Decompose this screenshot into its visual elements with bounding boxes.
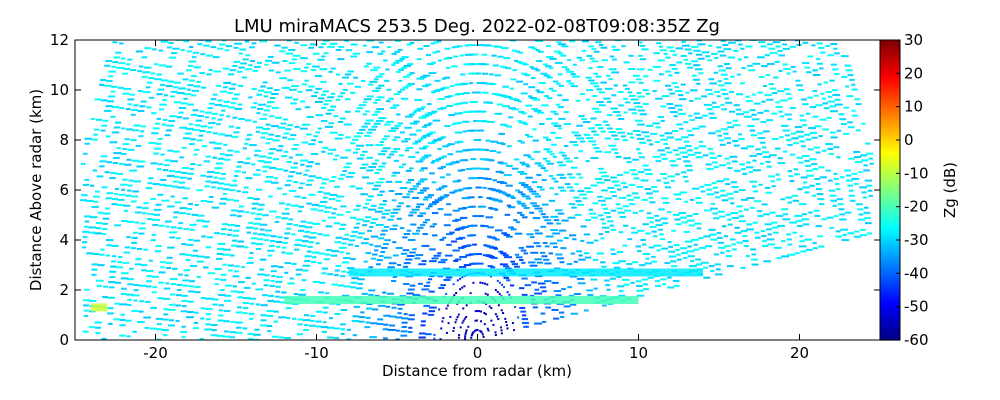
colorbar-tick-label: -10 [904, 164, 929, 182]
x-tick-label: 20 [790, 344, 809, 362]
x-tick-label: 0 [473, 344, 483, 362]
colorbar-tick-label: -40 [904, 264, 929, 282]
y-tick-label: 4 [59, 231, 69, 249]
colorbar-tick-label: 30 [904, 31, 923, 49]
cloud-layer [348, 268, 703, 277]
y-tick-label: 8 [59, 131, 69, 149]
cloud-layer [91, 303, 108, 312]
x-tick-label: -10 [304, 344, 329, 362]
x-tick-label: -20 [143, 344, 168, 362]
radar-field [80, 40, 874, 340]
x-axis-label: Distance from radar (km) [382, 362, 572, 380]
y-tick-label: 2 [59, 281, 69, 299]
x-tick-label: 10 [629, 344, 648, 362]
colorbar-tick-label: 0 [904, 131, 914, 149]
plot-frame [74, 39, 881, 341]
y-tick-label: 0 [59, 331, 69, 349]
colorbar-tick-label: -50 [904, 298, 929, 316]
colorbar-label: Zg (dB) [941, 162, 959, 218]
colorbar-tick-label: 10 [904, 98, 923, 116]
colorbar-tick-label: -60 [904, 331, 929, 349]
colorbar-tick-label: 20 [904, 64, 923, 82]
y-tick-label: 10 [50, 81, 69, 99]
colorbar-tick-label: -30 [904, 231, 929, 249]
y-tick-label: 6 [59, 181, 69, 199]
y-axis-label: Distance Above radar (km) [27, 89, 45, 291]
colorbar-tick-label: -20 [904, 198, 929, 216]
colorbar-frame [879, 39, 901, 341]
chart-title: LMU miraMACS 253.5 Deg. 2022-02-08T09:08… [234, 16, 720, 37]
cloud-layer [284, 296, 639, 304]
y-tick-label: 12 [50, 31, 69, 49]
